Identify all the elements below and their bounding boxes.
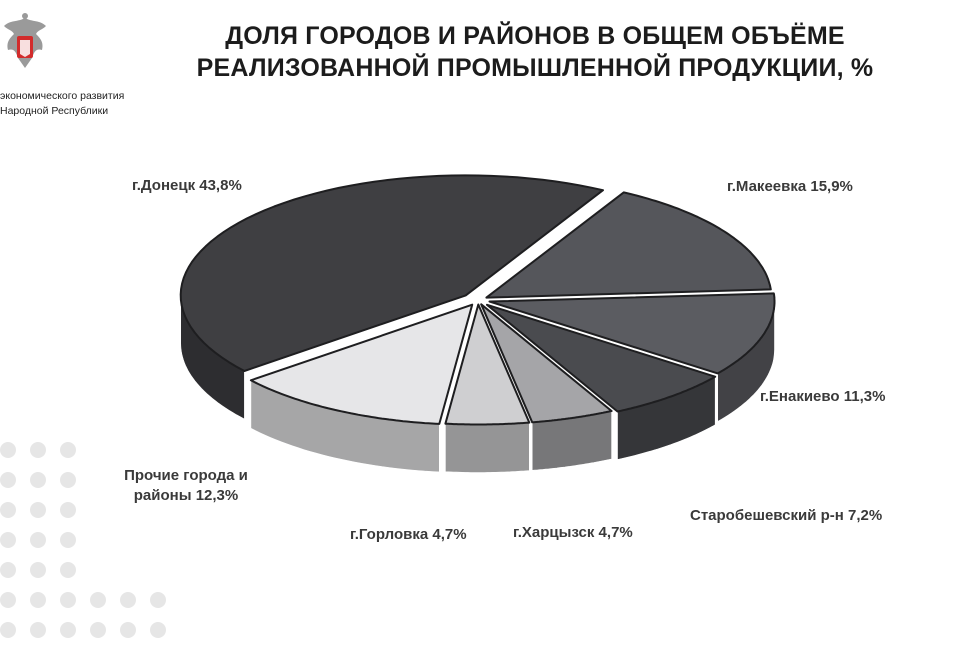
org-caption-line2: Народной Республики [0, 105, 109, 117]
decorative-dot [120, 592, 136, 608]
decorative-dot [150, 622, 166, 638]
slice-label-others: Прочие города и районы 12,3% [106, 466, 266, 506]
decorative-dot [60, 502, 76, 518]
slice-label-makeevka: г.Макеевка 15,9% [727, 178, 853, 195]
decorative-dot [150, 592, 166, 608]
decorative-dot [0, 622, 16, 638]
decorative-dot [60, 442, 76, 458]
slice-label-khartsyzsk: г.Харцызск 4,7% [513, 524, 633, 541]
pie-slice-г-макеевка [485, 191, 772, 299]
pie-slice-г-енакиево [488, 292, 776, 375]
decorative-dot [60, 592, 76, 608]
decorative-dot [60, 562, 76, 578]
decorative-dot [0, 472, 16, 488]
decorative-dot [0, 442, 16, 458]
decorative-dot [90, 592, 106, 608]
decorative-dot [30, 472, 46, 488]
chart-title-line2: РЕАЛИЗОВАННОЙ ПРОМЫШЛЕННОЙ ПРОДУКЦИИ, % [196, 54, 874, 82]
slice-label-others-line1: Прочие города и [124, 467, 248, 484]
decorative-dot [0, 502, 16, 518]
decorative-dot [90, 622, 106, 638]
decorative-dot [30, 562, 46, 578]
coat-of-arms-logo [4, 13, 46, 68]
pie-slice-прочие-города-и-районы [249, 303, 474, 425]
decorative-dot [60, 622, 76, 638]
decorative-dot-grid [0, 442, 166, 638]
decorative-dot [60, 532, 76, 548]
decorative-dot [0, 592, 16, 608]
decorative-dot [30, 592, 46, 608]
slice-label-others-line2: районы 12,3% [133, 487, 239, 504]
decorative-dot [0, 532, 16, 548]
pie-slice-г-харцызск [480, 303, 613, 424]
decorative-dot [30, 532, 46, 548]
pie-slice-г-горловка [444, 303, 531, 426]
decorative-dot [60, 472, 76, 488]
decorative-dot [30, 502, 46, 518]
slice-label-gorlovka: г.Горловка 4,7% [350, 526, 467, 543]
chart-title-line1: ДОЛЯ ГОРОДОВ И РАЙОНОВ В ОБЩЕМ ОБЪЁМЕ [225, 22, 845, 50]
decorative-dot [120, 622, 136, 638]
decorative-dot [0, 562, 16, 578]
slice-label-donetsk: г.Донецк 43,8% [132, 177, 242, 194]
decorative-dot [30, 442, 46, 458]
chart-title: ДОЛЯ ГОРОДОВ И РАЙОНОВ В ОБЩЕМ ОБЪЁМЕ РЕ… [130, 20, 940, 84]
slice-label-starobeshevo: Старобешевский р-н 7,2% [690, 507, 883, 524]
slice-label-enakievo: г.Енакиево 11,3% [760, 388, 886, 405]
pie-slice-г-донецк [179, 174, 604, 372]
pie-slice-старобешевский-р-н [486, 303, 717, 413]
decorative-dot [30, 622, 46, 638]
organization-caption: экономического развития Народной Республ… [0, 89, 124, 119]
org-caption-line1: экономического развития [0, 90, 125, 102]
pie-slice-side [445, 422, 530, 473]
